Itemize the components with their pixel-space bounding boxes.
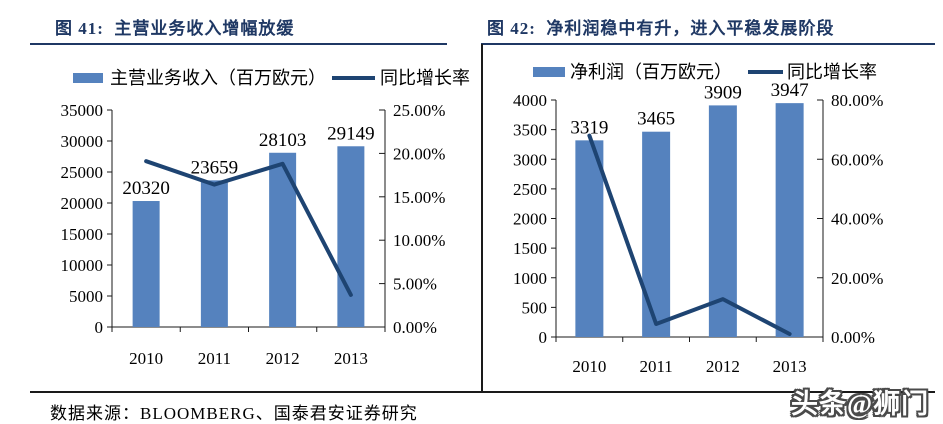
- bar-value-label: 3319: [570, 117, 608, 138]
- panel-divider-line: [481, 44, 483, 392]
- bar-2010: [132, 201, 160, 327]
- y-axis-tick-label: 0: [539, 328, 548, 347]
- x-axis-label: 2012: [266, 349, 300, 368]
- bar-value-label: 3947: [771, 80, 809, 101]
- x-axis-label: 2011: [639, 357, 672, 376]
- y-axis-tick-label: 1500: [513, 239, 547, 258]
- y-axis-tick-label: 0: [95, 318, 104, 337]
- secondary-y-axis-tick-label: 20.00%: [831, 269, 883, 288]
- bar-value-label: 29149: [327, 123, 375, 144]
- legend-bar-label: 净利润（百万欧元）: [570, 62, 732, 82]
- bar-value-label: 3465: [637, 109, 675, 130]
- secondary-y-axis-tick-label: 10.00%: [393, 231, 445, 250]
- bar-value-label: 20320: [122, 178, 170, 199]
- bar-2010: [575, 140, 604, 337]
- secondary-y-axis-tick-label: 0.00%: [831, 328, 875, 347]
- x-axis-label: 2012: [706, 357, 740, 376]
- secondary-y-axis-tick-label: 40.00%: [831, 210, 883, 229]
- legend-line-label: 同比增长率: [787, 62, 877, 82]
- bar-2011: [642, 131, 671, 337]
- y-axis-tick-label: 30000: [61, 132, 104, 151]
- y-axis-tick-label: 2000: [513, 210, 547, 229]
- secondary-y-axis-tick-label: 25.00%: [393, 101, 445, 120]
- figure-42-title: 图 42: 净利润稳中有升，进入平稳发展阶段: [487, 19, 835, 38]
- y-axis-tick-label: 35000: [61, 101, 104, 120]
- legend-bar-label: 主营业务收入（百万欧元）: [110, 68, 326, 88]
- title-underline-right: [481, 43, 935, 45]
- y-axis-tick-label: 15000: [61, 225, 104, 244]
- bar-value-label: 28103: [259, 130, 307, 151]
- bar-2011: [200, 180, 228, 327]
- figure-41-title: 图 41: 主营业务收入增幅放缓: [55, 19, 295, 38]
- y-axis-tick-label: 2500: [513, 180, 547, 199]
- x-axis-label: 2010: [129, 349, 163, 368]
- legend-bar-swatch: [533, 67, 565, 77]
- bar-2013: [337, 146, 365, 327]
- y-axis-tick-label: 3000: [513, 150, 547, 169]
- title-underline-left: [30, 43, 447, 45]
- y-axis-tick-label: 1000: [513, 269, 547, 288]
- y-axis-tick-label: 20000: [61, 194, 104, 213]
- y-axis-tick-label: 500: [522, 298, 548, 317]
- x-axis-label: 2011: [198, 349, 231, 368]
- x-axis-label: 2010: [572, 357, 606, 376]
- net-profit-chart: 净利润（百万欧元） 同比增长率 4000 3500 3000 2500 2000 1500 10…: [513, 62, 883, 376]
- revenue-chart: 主营业务收入（百万欧元） 同比增长率 35000 30000 25000 20000 150…: [61, 68, 471, 368]
- growth-line: [144, 159, 353, 297]
- watermark: 头条@狮门: [791, 389, 930, 419]
- y-axis-tick-label: 25000: [61, 163, 104, 182]
- secondary-y-axis-tick-label: 0.00%: [393, 318, 437, 337]
- x-axis-label: 2013: [773, 357, 807, 376]
- secondary-y-axis-tick-label: 15.00%: [393, 188, 445, 207]
- x-axis-label: 2013: [334, 349, 368, 368]
- secondary-y-axis-tick-label: 5.00%: [393, 275, 437, 294]
- y-axis-tick-label: 5000: [69, 287, 103, 306]
- source-note: 数据来源：BLOOMBERG、国泰君安证券研究: [50, 404, 418, 423]
- secondary-y-axis-tick-label: 60.00%: [831, 150, 883, 169]
- legend-line-label: 同比增长率: [380, 68, 470, 88]
- secondary-y-axis-tick-label: 20.00%: [393, 144, 445, 163]
- bar-value-label: 23659: [191, 157, 239, 178]
- bottom-rule: [30, 391, 935, 393]
- y-axis-tick-label: 4000: [513, 91, 547, 110]
- y-axis-tick-label: 3500: [513, 121, 547, 140]
- y-axis-tick-label: 10000: [61, 256, 104, 275]
- bar-value-label: 3909: [704, 82, 742, 103]
- secondary-y-axis-tick-label: 80.00%: [831, 91, 883, 110]
- growth-line: [587, 133, 792, 336]
- bar-2013: [775, 103, 804, 337]
- legend-bar-swatch: [73, 73, 103, 83]
